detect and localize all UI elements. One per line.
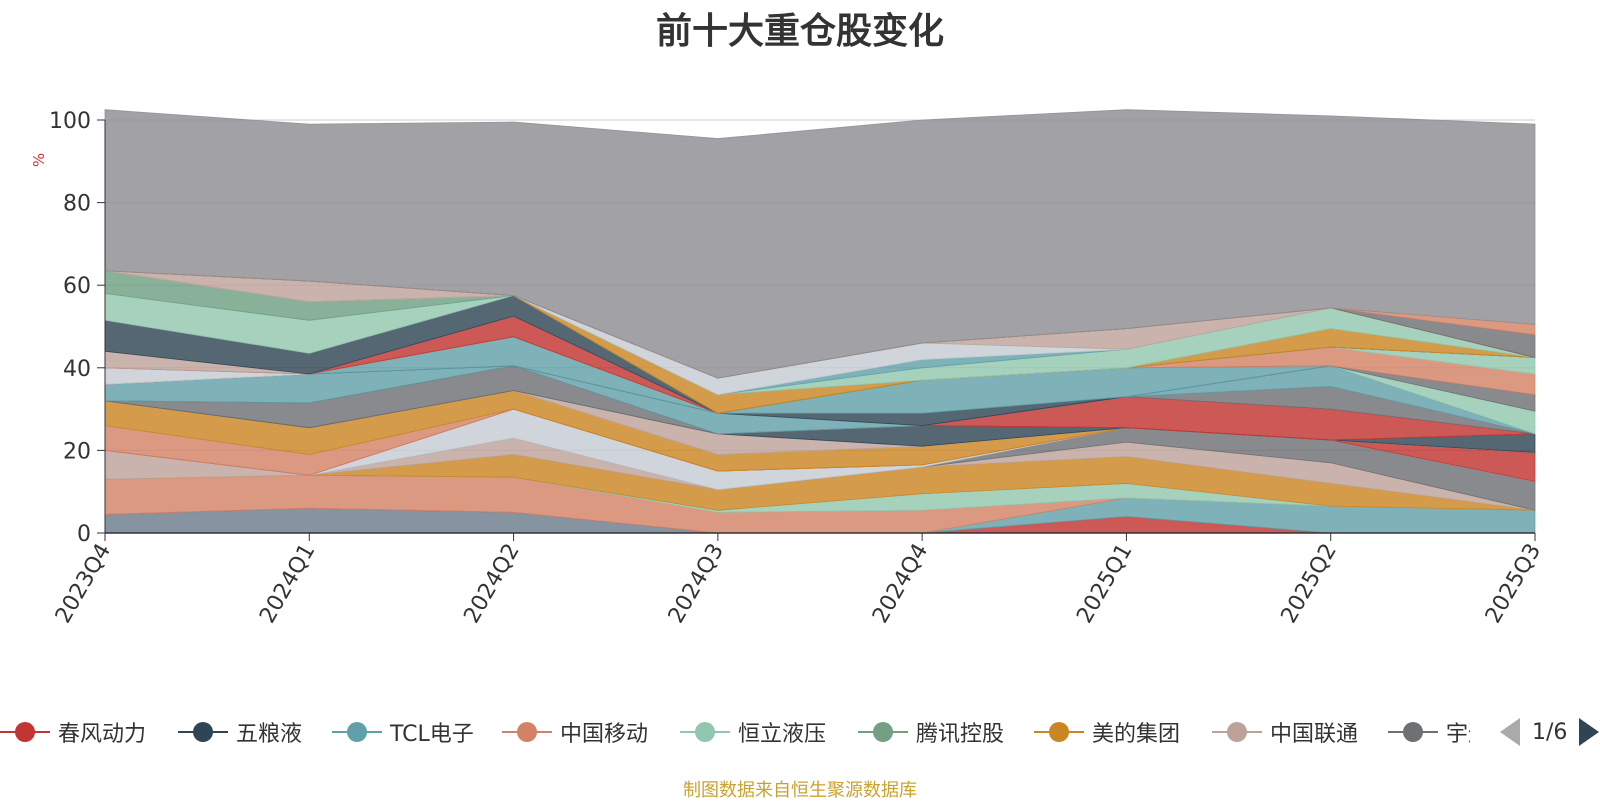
legend-item-3[interactable]: 中国移动 [502,712,648,752]
x-tick-label-5: 2025Q1 [1072,540,1137,628]
y-tick-label-3: 60 [63,274,91,299]
x-tick-label-0: 2023Q4 [51,540,116,628]
legend-item-8[interactable]: 宇通客车 [1388,712,1470,752]
legend-item-1[interactable]: 五粮液 [178,712,302,752]
legend-symbol-icon [178,722,228,742]
legend-label: 春风动力 [58,722,147,747]
x-tick-label-7: 2025Q3 [1481,540,1546,628]
legend-label: 恒立液压 [738,722,827,747]
legend-symbol-icon [858,722,908,742]
legend-items-viewport: 春风动力 五粮液 TCL电子 中国移动 恒立液压 腾讯控股 美的集团 中国联通 宇通客车 [0,712,1470,752]
y-tick-label-4: 80 [63,192,91,217]
chart-title: 前十大重仓股变化 [655,11,944,52]
legend-page-indicator: 1/6 [1532,719,1568,745]
legend-item-5[interactable]: 腾讯控股 [858,712,1004,752]
legend-prev-page-icon[interactable] [1500,718,1520,746]
area-series-39 [104,109,1536,379]
y-tick-label-2: 40 [63,357,91,382]
legend-item-7[interactable]: 中国联通 [1212,712,1358,752]
legend-symbol-icon [1212,722,1262,742]
legend-symbol-icon [1034,722,1084,742]
y-tick-label-0: 0 [77,522,91,547]
x-tick-label-6: 2025Q2 [1277,540,1342,628]
legend-label: 五粮液 [236,722,303,747]
legend-label: 腾讯控股 [916,722,1005,747]
x-tick-label-3: 2024Q3 [664,540,729,628]
legend-symbol-icon [680,722,730,742]
legend-item-4[interactable]: 恒立液压 [680,712,826,752]
legend-symbol-icon [0,722,50,742]
legend-label: 中国联通 [1270,722,1359,747]
y-tick-label-1: 20 [63,439,91,464]
legend-label: 宇通客车 [1446,722,1470,747]
legend-item-0[interactable]: 春风动力 [0,712,146,752]
legend-item-6[interactable]: 美的集团 [1034,712,1180,752]
legend-label: 中国移动 [560,722,649,747]
y-tick-label-5: 100 [49,109,91,134]
legend-label: 美的集团 [1092,722,1181,747]
legend-next-page-icon[interactable] [1579,718,1600,746]
legend: 春风动力 五粮液 TCL电子 中国移动 恒立液压 腾讯控股 美的集团 中国联通 宇通客车 1/6 [0,712,1600,752]
y-axis-unit-label: % [30,153,48,167]
x-tick-label-4: 2024Q4 [868,540,933,628]
legend-item-2[interactable]: TCL电子 [332,712,474,752]
legend-pager: 1/6 [1500,712,1600,752]
legend-symbol-icon [1388,722,1438,742]
data-source-note: 制图数据来自恒生聚源数据库 [683,780,917,801]
legend-label: TCL电子 [390,722,474,747]
x-tick-label-2: 2024Q2 [459,540,524,628]
x-tick-label-1: 2024Q1 [255,540,320,628]
legend-symbol-icon [332,722,382,742]
area-series-group [104,109,1536,534]
legend-symbol-icon [502,722,552,742]
